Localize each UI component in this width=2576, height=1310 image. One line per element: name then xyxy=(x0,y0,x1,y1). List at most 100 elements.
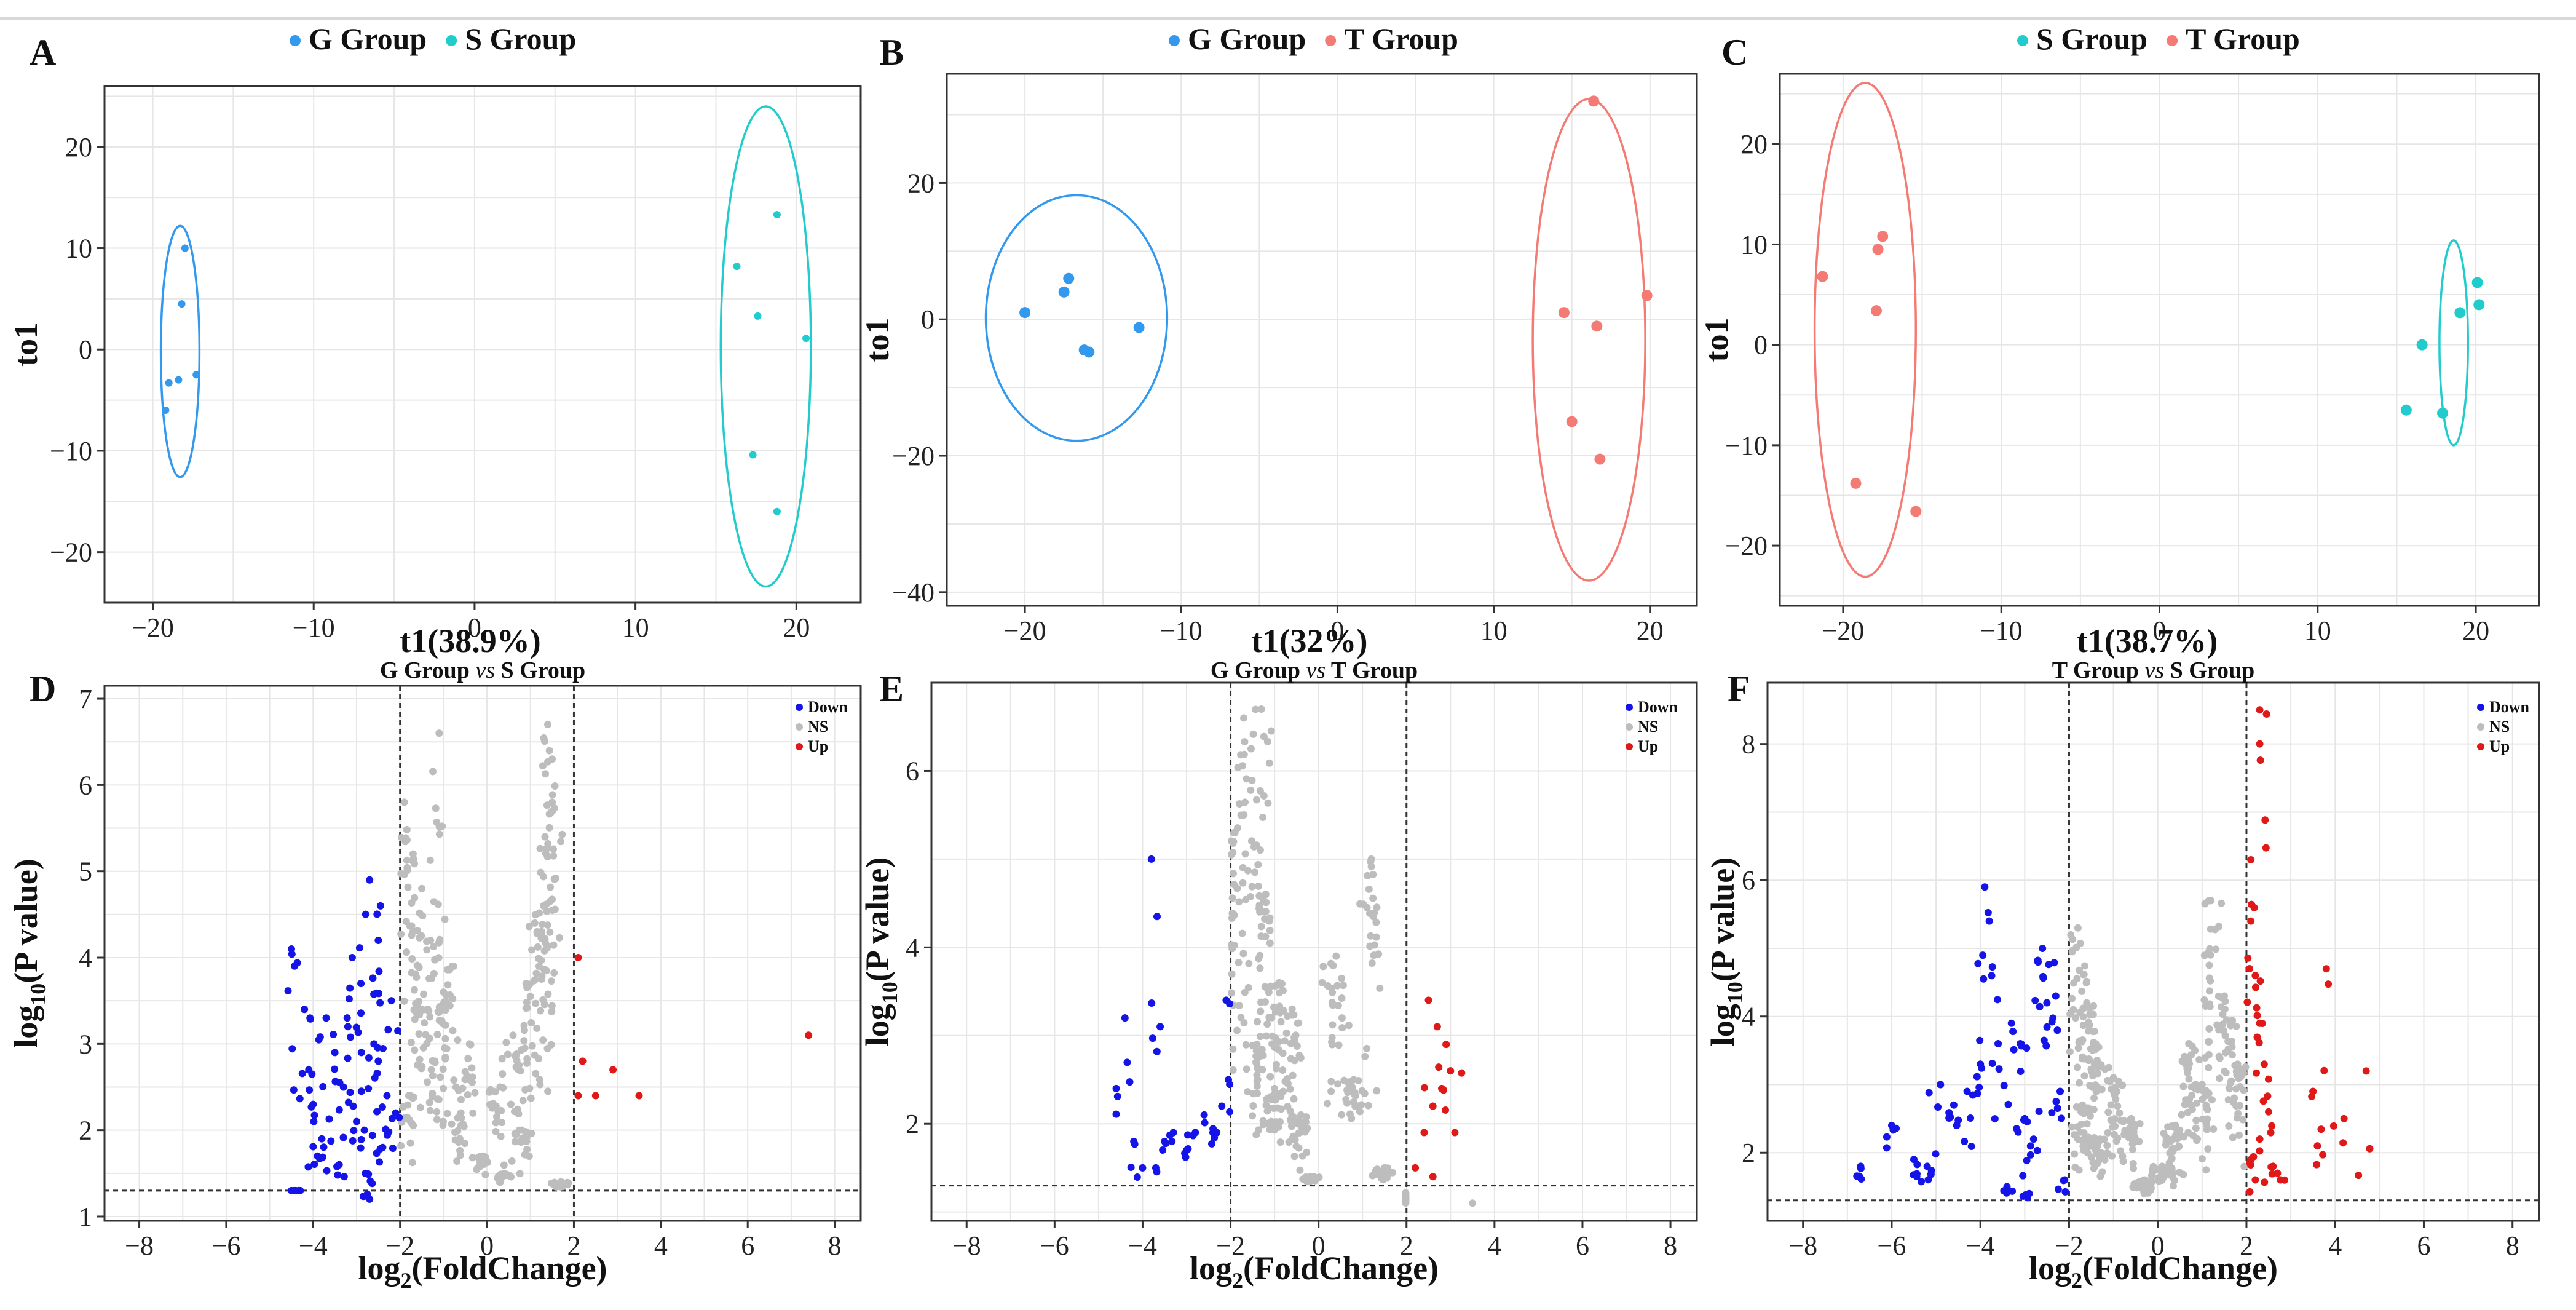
data-point xyxy=(2205,987,2213,995)
data-point xyxy=(1319,963,1327,971)
x-tick-label: −2 xyxy=(1216,1231,1245,1261)
data-point xyxy=(192,371,200,379)
data-point xyxy=(1227,989,1235,997)
data-point xyxy=(481,1170,489,1178)
data-point xyxy=(2186,1060,2194,1068)
data-point xyxy=(310,1117,318,1125)
data-point xyxy=(500,1161,508,1169)
data-point xyxy=(1249,1112,1257,1120)
data-point xyxy=(1252,705,1260,713)
data-point xyxy=(2080,1072,2088,1080)
data-point xyxy=(2029,1135,2037,1143)
y-tick-label: 10 xyxy=(65,234,92,264)
data-point xyxy=(434,900,442,908)
data-point xyxy=(491,1088,499,1096)
legend-marker xyxy=(1169,35,1180,46)
data-point xyxy=(309,1143,317,1151)
data-point xyxy=(1249,1041,1257,1049)
grid xyxy=(1780,74,2539,606)
y-tick-label: 2 xyxy=(79,1116,92,1146)
data-point xyxy=(2317,1125,2325,1133)
data-point xyxy=(1420,1084,1428,1092)
data-point xyxy=(2179,1082,2187,1090)
data-point xyxy=(2129,1129,2137,1137)
data-point xyxy=(1266,1073,1274,1081)
data-point xyxy=(526,1084,534,1092)
data-point xyxy=(426,1013,434,1021)
data-point xyxy=(1263,1020,1271,1028)
data-point xyxy=(1350,1090,1358,1098)
data-point xyxy=(1281,1078,1289,1086)
data-point xyxy=(368,1132,376,1140)
data-point xyxy=(343,1014,351,1022)
data-point xyxy=(1228,945,1236,953)
data-point xyxy=(2212,945,2220,953)
data-point xyxy=(373,910,381,918)
data-point xyxy=(2036,1002,2044,1010)
data-point xyxy=(417,1065,425,1073)
data-point xyxy=(442,998,450,1006)
x-axis-label: log2(FoldChange) xyxy=(1190,1250,1439,1293)
data-point xyxy=(1289,1071,1297,1079)
legend-label: S Group xyxy=(2036,22,2147,56)
y-tick-label: 5 xyxy=(79,857,92,887)
data-point xyxy=(1228,894,1236,902)
data-point xyxy=(1256,964,1264,972)
x-tick-label: −6 xyxy=(1040,1231,1069,1261)
data-point xyxy=(2181,1052,2189,1060)
data-point xyxy=(2320,1066,2328,1074)
data-point xyxy=(2227,1079,2235,1087)
data-point xyxy=(515,1126,523,1134)
data-point xyxy=(165,379,173,387)
data-point xyxy=(1340,1076,1348,1084)
data-point xyxy=(293,959,301,967)
legend-marker xyxy=(1325,35,1337,46)
data-point xyxy=(555,934,563,942)
data-point xyxy=(1288,1005,1296,1013)
data-point xyxy=(2009,1187,2017,1195)
data-point xyxy=(1083,346,1095,358)
data-point xyxy=(407,1038,415,1046)
data-point xyxy=(1288,1112,1296,1120)
data-point xyxy=(544,840,552,848)
data-point xyxy=(2078,1055,2086,1063)
data-point xyxy=(2188,1091,2196,1099)
data-point xyxy=(1239,950,1247,958)
data-point xyxy=(1262,932,1270,940)
x-tick-label: 0 xyxy=(480,1231,494,1261)
data-point xyxy=(1588,95,1600,107)
data-point xyxy=(499,1070,507,1078)
data-point xyxy=(2093,1057,2101,1065)
data-point xyxy=(1244,1088,1252,1096)
data-point xyxy=(544,1087,552,1095)
data-point xyxy=(2205,897,2213,905)
data-point xyxy=(1334,1080,1342,1088)
data-point xyxy=(2104,1063,2112,1071)
data-point xyxy=(362,910,369,918)
data-point xyxy=(2052,1098,2060,1106)
data-point xyxy=(519,1097,527,1105)
data-point xyxy=(1255,955,1263,963)
data-point xyxy=(1980,975,1988,983)
data-point xyxy=(2164,1123,2172,1131)
data-point xyxy=(1932,1150,1940,1158)
data-point xyxy=(366,1177,374,1185)
data-point xyxy=(1112,1084,1120,1092)
data-point xyxy=(409,1122,417,1130)
data-point xyxy=(2259,1097,2267,1105)
data-point xyxy=(409,858,417,866)
data-point xyxy=(2264,1075,2272,1083)
data-point xyxy=(2078,1038,2086,1046)
data-point xyxy=(355,944,363,952)
data-point xyxy=(531,975,539,983)
panel-letter: C xyxy=(1721,32,1748,73)
data-point xyxy=(2168,1164,2176,1172)
data-point xyxy=(419,1006,427,1014)
data-point xyxy=(548,907,556,915)
data-point xyxy=(416,1055,424,1063)
data-point xyxy=(2023,1117,2031,1125)
data-point xyxy=(545,747,553,755)
data-point xyxy=(1937,1081,1945,1089)
data-point xyxy=(441,1034,449,1042)
data-point xyxy=(591,1092,599,1100)
